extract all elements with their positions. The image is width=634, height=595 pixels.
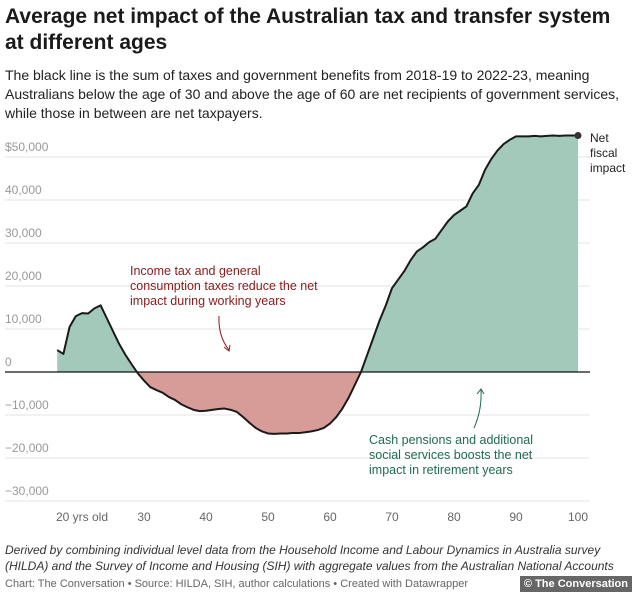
y-tick-label: 40,000 xyxy=(5,183,42,197)
x-tick-label: 100 xyxy=(568,510,588,524)
y-tick-label: 10,000 xyxy=(5,312,42,326)
y-tick-label: 20,000 xyxy=(5,269,42,283)
annotation-retirement-years: Cash pensions and additional xyxy=(369,433,533,447)
x-tick-label: 20 yrs old xyxy=(56,510,108,524)
x-tick-label: 90 xyxy=(509,510,523,524)
y-tick-label: −30,000 xyxy=(5,484,49,498)
y-tick-label: 0 xyxy=(5,355,12,369)
arrow-head-icon xyxy=(476,388,485,395)
annotation-working-years: impact during working years xyxy=(130,294,286,308)
annotation-retirement-years: impact in retirement years xyxy=(369,463,513,477)
annotation-arrow xyxy=(218,315,230,351)
x-tick-label: 70 xyxy=(385,510,399,524)
series-line xyxy=(56,134,578,435)
positive-area xyxy=(57,135,578,372)
y-tick-label: $50,000 xyxy=(5,140,49,154)
series-label: Net xyxy=(590,131,609,145)
series-end-dot xyxy=(574,132,582,139)
x-tick-label: 30 xyxy=(137,510,151,524)
arrow-head-icon xyxy=(223,344,231,352)
annotation-working-years: Income tax and general xyxy=(130,264,261,278)
series-label: fiscal xyxy=(590,146,617,160)
chart-notes: Derived by combining individual level da… xyxy=(5,543,614,573)
x-tick-label: 40 xyxy=(199,510,213,524)
annotation-retirement-years: social services boosts the net xyxy=(369,448,533,462)
series-label: impact xyxy=(590,161,626,175)
chart-subtitle: The black line is the sum of taxes and g… xyxy=(5,67,620,121)
chart-byline: Chart: The Conversation • Source: HILDA,… xyxy=(5,578,468,590)
annotation-arrow xyxy=(473,389,482,429)
x-tick-label: 50 xyxy=(261,510,275,524)
annotation-working-years: consumption taxes reduce the net xyxy=(130,279,318,293)
y-tick-label: −10,000 xyxy=(5,398,49,412)
x-tick-label: 60 xyxy=(323,510,337,524)
watermark: © The Conversation xyxy=(519,576,632,592)
x-tick-label: 80 xyxy=(447,510,461,524)
negative-area xyxy=(57,372,578,434)
chart-title: Average net impact of the Australian tax… xyxy=(5,5,611,54)
y-tick-label: −20,000 xyxy=(5,441,49,455)
y-tick-label: 30,000 xyxy=(5,226,42,240)
